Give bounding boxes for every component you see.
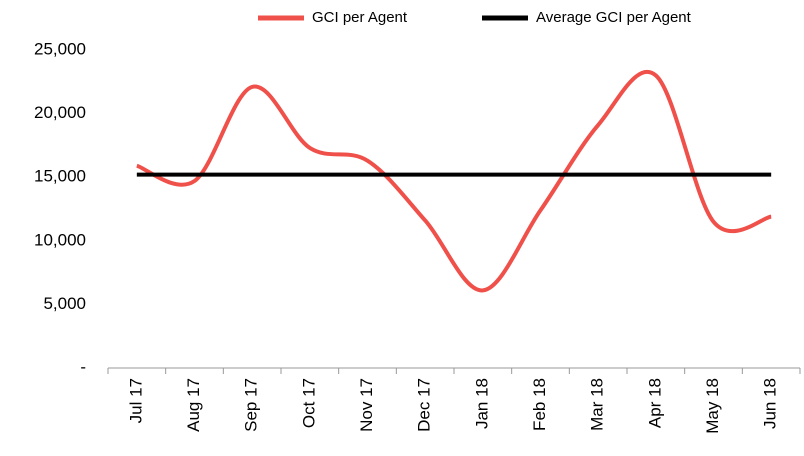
x-tick-label: Feb 18: [530, 378, 549, 431]
y-tick-label: 20,000: [34, 103, 86, 122]
y-tick-label: 25,000: [34, 39, 86, 58]
legend-label: Average GCI per Agent: [536, 9, 692, 26]
y-tick-label: 5,000: [43, 294, 86, 313]
y-tick-label: -: [80, 357, 86, 376]
y-tick-label: 10,000: [34, 230, 86, 249]
series-line: [136, 70, 772, 293]
x-tick-label: May 18: [703, 378, 722, 434]
x-tick-label: Dec 17: [415, 378, 434, 432]
x-tick-label: Jul 17: [126, 378, 145, 423]
x-tick-label: Nov 17: [357, 378, 376, 432]
x-tick-label: Aug 17: [184, 378, 203, 432]
x-tick-label: Apr 18: [645, 378, 664, 428]
x-tick-label: Oct 17: [299, 378, 318, 428]
x-tick-label: Sep 17: [242, 378, 261, 432]
x-tick-label: Mar 18: [588, 378, 607, 431]
y-tick-label: 15,000: [34, 167, 86, 186]
legend-label: GCI per Agent: [312, 9, 408, 26]
x-tick-label: Jun 18: [761, 378, 780, 429]
x-tick-label: Jan 18: [472, 378, 491, 429]
